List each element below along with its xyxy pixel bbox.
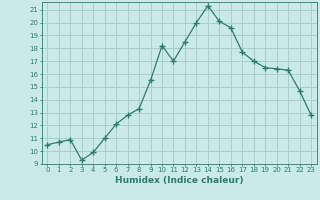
X-axis label: Humidex (Indice chaleur): Humidex (Indice chaleur) [115, 176, 244, 185]
